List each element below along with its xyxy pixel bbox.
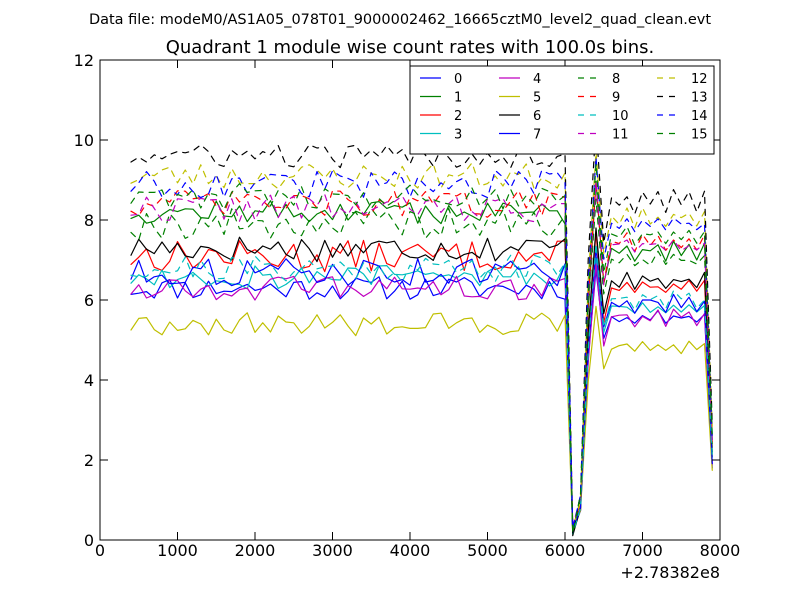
legend-item-3: 3 bbox=[420, 128, 462, 143]
x-tick-label-8000: 8000 bbox=[700, 541, 741, 560]
series-2-line bbox=[130, 231, 713, 530]
x-tick-label-1000: 1000 bbox=[157, 541, 198, 560]
x-tick-label-3000: 3000 bbox=[312, 541, 353, 560]
legend-label-6: 6 bbox=[533, 109, 541, 124]
legend-label-7: 7 bbox=[533, 128, 541, 143]
series-5-line bbox=[130, 305, 713, 534]
legend-item-5: 5 bbox=[499, 91, 541, 106]
legend-item-9: 9 bbox=[578, 91, 620, 106]
legend-item-10: 10 bbox=[578, 109, 629, 124]
legend-label-1: 1 bbox=[454, 91, 462, 106]
legend-label-10: 10 bbox=[612, 109, 629, 124]
legend-label-9: 9 bbox=[612, 91, 620, 106]
series-7-line bbox=[130, 247, 713, 532]
legend-item-11: 11 bbox=[578, 128, 629, 143]
legend-item-0: 0 bbox=[420, 72, 462, 87]
series-11-line bbox=[130, 181, 713, 527]
series-12-line bbox=[130, 151, 713, 531]
series-8-line bbox=[130, 198, 713, 535]
legend-label-13: 13 bbox=[691, 91, 708, 106]
y-tick-label-6: 6 bbox=[84, 291, 94, 310]
legend-item-13: 13 bbox=[657, 91, 708, 106]
series-14-line bbox=[130, 156, 713, 530]
legend-label-11: 11 bbox=[612, 128, 629, 143]
x-tick-label-2000: 2000 bbox=[235, 541, 276, 560]
data-file-label: Data file: modeM0/AS1A05_078T01_90000024… bbox=[89, 12, 711, 28]
series-10-line bbox=[130, 243, 713, 535]
legend-label-2: 2 bbox=[454, 109, 462, 124]
legend-box bbox=[409, 65, 715, 155]
y-tick-label-10: 10 bbox=[74, 131, 94, 150]
legend-label-15: 15 bbox=[691, 128, 708, 143]
x-tick-label-0: 0 bbox=[95, 541, 105, 560]
legend-item-2: 2 bbox=[420, 109, 462, 124]
legend-item-8: 8 bbox=[578, 72, 620, 87]
legend-item-12: 12 bbox=[657, 72, 708, 87]
legend-item-1: 1 bbox=[420, 91, 462, 106]
legend-label-8: 8 bbox=[612, 72, 620, 87]
series-layer bbox=[130, 122, 713, 537]
legend-item-4: 4 bbox=[499, 72, 541, 87]
x-offset-label: +2.78382e8 bbox=[620, 563, 720, 582]
series-6-line bbox=[130, 227, 713, 537]
legend-label-14: 14 bbox=[691, 109, 708, 124]
legend-label-4: 4 bbox=[533, 72, 541, 87]
y-tick-label-4: 4 bbox=[84, 371, 94, 390]
legend-label-0: 0 bbox=[454, 72, 462, 87]
y-tick-label-12: 12 bbox=[74, 51, 94, 70]
x-tick-label-7000: 7000 bbox=[622, 541, 663, 560]
legend-label-3: 3 bbox=[454, 128, 462, 143]
x-tick-label-6000: 6000 bbox=[545, 541, 586, 560]
series-9-line bbox=[130, 180, 713, 528]
series-15-line bbox=[130, 163, 713, 534]
legend-item-14: 14 bbox=[657, 109, 708, 124]
series-0-line bbox=[130, 269, 713, 532]
legend-item-6: 6 bbox=[499, 109, 541, 124]
x-axis: 0 1000 2000 3000 4000 5000 6000 7000 8000 bbox=[95, 60, 740, 560]
y-tick-label-0: 0 bbox=[84, 531, 94, 550]
legend-label-5: 5 bbox=[533, 91, 541, 106]
y-tick-label-2: 2 bbox=[84, 451, 94, 470]
series-4-line bbox=[130, 263, 713, 529]
x-tick-label-4000: 4000 bbox=[390, 541, 431, 560]
series-1-line bbox=[130, 181, 713, 534]
legend-item-7: 7 bbox=[499, 128, 541, 143]
legend-label-12: 12 bbox=[691, 72, 708, 87]
legend-item-15: 15 bbox=[657, 128, 708, 143]
x-tick-label-5000: 5000 bbox=[467, 541, 508, 560]
y-tick-label-8: 8 bbox=[84, 211, 94, 230]
chart-title: Quadrant 1 module wise count rates with … bbox=[166, 37, 655, 58]
